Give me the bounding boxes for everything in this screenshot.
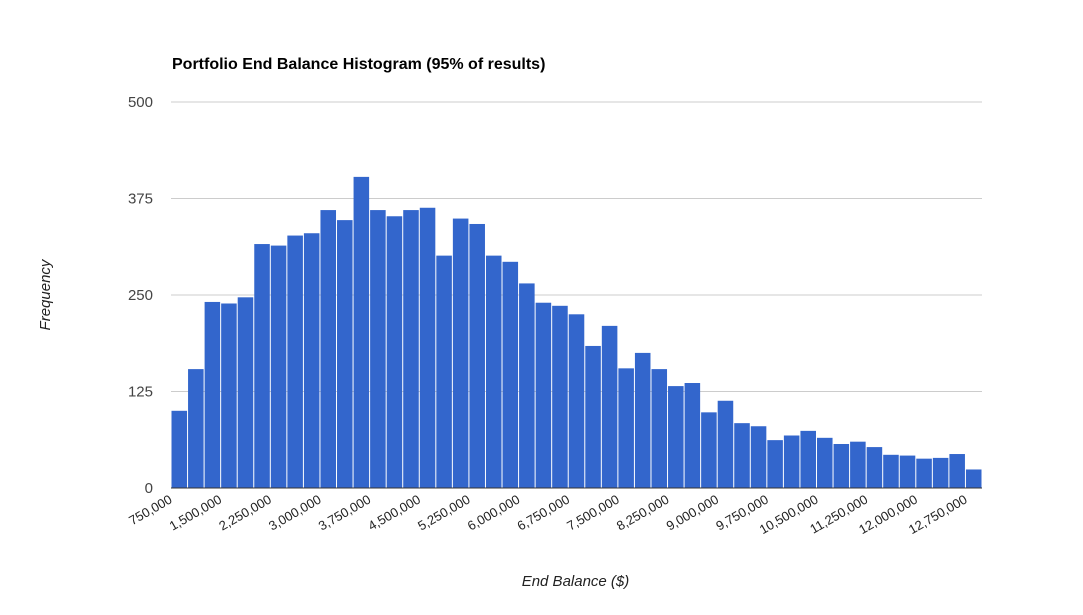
histogram-bar bbox=[850, 441, 866, 488]
histogram-bar bbox=[303, 233, 320, 488]
histogram-bar bbox=[519, 283, 535, 488]
histogram-bar bbox=[568, 314, 585, 488]
histogram-bar bbox=[618, 368, 634, 488]
y-tick-label: 500 bbox=[128, 94, 153, 111]
histogram-bar bbox=[734, 423, 750, 488]
histogram-bar bbox=[370, 210, 386, 488]
x-tick-label: 6,000,000 bbox=[465, 492, 523, 534]
histogram-bar bbox=[717, 400, 734, 488]
histogram-bar bbox=[436, 255, 452, 488]
histogram-bar bbox=[800, 430, 816, 488]
histogram-bar bbox=[337, 220, 353, 488]
x-tick-label: 1,500,000 bbox=[167, 492, 225, 534]
histogram-bar bbox=[502, 261, 519, 488]
histogram-bar bbox=[254, 244, 270, 488]
bars bbox=[171, 176, 982, 489]
x-tick-label: 6,750,000 bbox=[515, 492, 573, 534]
chart-title: Portfolio End Balance Histogram (95% of … bbox=[172, 56, 546, 73]
histogram-bar bbox=[270, 245, 287, 488]
y-tick-label: 375 bbox=[128, 191, 153, 208]
x-tick-label: 7,500,000 bbox=[564, 492, 622, 534]
histogram-bar bbox=[353, 176, 370, 488]
histogram-bar bbox=[816, 437, 833, 488]
histogram-bar bbox=[469, 223, 485, 488]
histogram-bar bbox=[287, 235, 303, 488]
histogram-bar bbox=[750, 426, 767, 488]
histogram-bar bbox=[634, 352, 651, 488]
histogram-bar bbox=[883, 454, 899, 488]
x-tick-label: 5,250,000 bbox=[415, 492, 473, 534]
histogram-bar bbox=[386, 216, 403, 489]
histogram-bar bbox=[916, 458, 932, 488]
histogram-bar bbox=[204, 301, 221, 488]
histogram-bar bbox=[668, 386, 684, 488]
x-tick-label: 3,000,000 bbox=[266, 492, 324, 534]
histogram-bar bbox=[403, 210, 419, 488]
histogram-bar bbox=[701, 412, 717, 488]
x-tick-label: 2,250,000 bbox=[216, 492, 274, 534]
histogram-bar bbox=[601, 325, 618, 488]
histogram-bar bbox=[866, 447, 883, 488]
histogram-bar bbox=[932, 457, 949, 488]
histogram-bar bbox=[485, 255, 502, 488]
histogram-bar bbox=[651, 369, 668, 488]
histogram-bar bbox=[965, 469, 982, 488]
histogram-bar bbox=[452, 218, 469, 488]
y-tick-label: 125 bbox=[128, 384, 153, 401]
histogram-bar bbox=[320, 210, 337, 488]
x-tick-label: 3,750,000 bbox=[316, 492, 374, 534]
histogram-bar bbox=[899, 455, 916, 488]
histogram-bar bbox=[188, 369, 204, 488]
histogram-bar bbox=[783, 435, 800, 488]
histogram-bar bbox=[585, 345, 601, 488]
histogram-bar bbox=[535, 302, 552, 488]
y-axis-ticks: 0 125 250 375 500 bbox=[128, 94, 153, 497]
x-tick-label: 4,500,000 bbox=[365, 492, 423, 534]
x-axis-label: End Balance ($) bbox=[522, 573, 630, 590]
histogram-bar bbox=[767, 440, 783, 488]
y-axis-label: Frequency bbox=[37, 258, 54, 330]
histogram-bar bbox=[949, 454, 965, 488]
histogram-bar bbox=[552, 305, 568, 488]
histogram-bar bbox=[237, 297, 254, 488]
histogram-bar bbox=[221, 303, 237, 488]
histogram-bar bbox=[684, 383, 701, 488]
histogram-bar bbox=[833, 443, 850, 488]
histogram-bar bbox=[171, 410, 188, 488]
y-tick-label: 250 bbox=[128, 287, 153, 304]
x-tick-label: 9,000,000 bbox=[664, 492, 722, 534]
x-axis-ticks: 750,0001,500,0002,250,0003,000,0003,750,… bbox=[126, 492, 969, 538]
x-tick-label: 8,250,000 bbox=[614, 492, 672, 534]
y-tick-label: 0 bbox=[145, 480, 153, 497]
histogram-bar bbox=[419, 207, 436, 488]
